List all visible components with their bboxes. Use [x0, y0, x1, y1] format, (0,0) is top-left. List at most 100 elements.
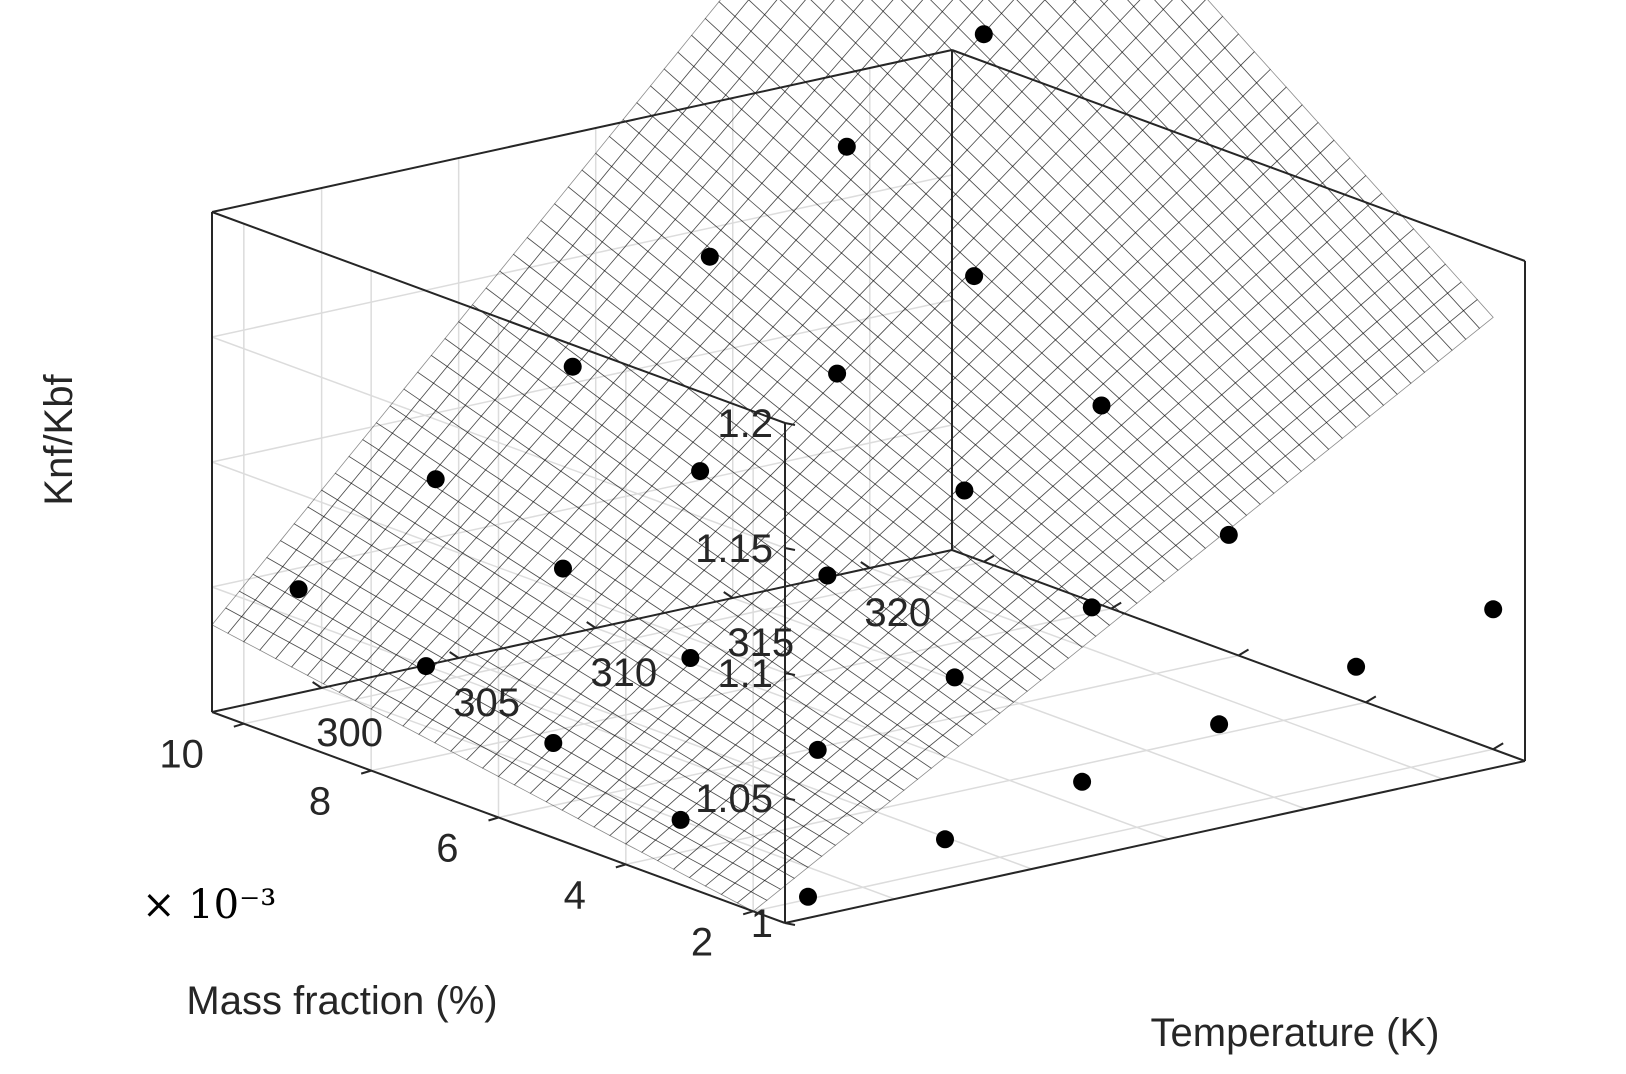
- surface-facet: [854, 404, 885, 433]
- surface-facet: [1233, 156, 1264, 188]
- surface-facet: [726, 477, 758, 505]
- surface-facet: [517, 294, 549, 325]
- surface-facet: [744, 673, 776, 698]
- surface-facet: [1102, 370, 1134, 399]
- surface-facet: [778, 717, 810, 741]
- surface-facet: [1284, 444, 1316, 472]
- surface-facet: [1207, 212, 1239, 243]
- surface-facet: [649, 444, 680, 472]
- surface-facet: [211, 607, 243, 634]
- surface-facet: [480, 399, 512, 428]
- surface-facet: [737, 436, 769, 465]
- surface-facet: [1419, 304, 1451, 334]
- surface-facet: [977, 280, 1009, 311]
- surface-facet: [674, 202, 706, 234]
- surface-facet: [856, 251, 888, 282]
- surface-facet: [546, 636, 577, 662]
- surface-facet: [555, 401, 587, 430]
- surface-facet: [971, 0, 1003, 30]
- surface-facet: [1269, 249, 1301, 280]
- surface-facet: [1251, 203, 1282, 234]
- surface-facet: [745, 341, 776, 370]
- surface-facet: [1009, 310, 1041, 340]
- surface-facet: [1253, 413, 1284, 442]
- surface-facet: [550, 522, 582, 550]
- surface-facet: [487, 479, 519, 508]
- surface-facet: [693, 49, 725, 82]
- surface-facet: [1089, 3, 1121, 36]
- surface-facet: [869, 583, 901, 610]
- surface-facet: [1257, 466, 1289, 494]
- surface-facet: [960, 607, 992, 633]
- data-point: [1347, 657, 1366, 676]
- surface-facet: [984, 180, 1016, 211]
- surface-facet: [650, 635, 682, 660]
- surface-facet: [717, 542, 749, 569]
- surface-facet: [1034, 433, 1066, 461]
- surface-facet: [840, 584, 871, 611]
- surface-facet: [775, 837, 807, 859]
- surface-facet: [1040, 511, 1072, 538]
- surface-facet: [485, 270, 517, 301]
- surface-facet: [779, 0, 806, 14]
- surface-facet: [881, 377, 913, 406]
- surface-facet: [677, 34, 709, 68]
- surface-facet: [994, 655, 1026, 680]
- surface-facet: [966, 134, 998, 166]
- surface-facet: [841, 42, 873, 75]
- surface-facet: [1351, 175, 1383, 207]
- surface-facet: [741, 92, 772, 125]
- surface-facet: [812, 760, 844, 783]
- surface-facet: [1175, 363, 1207, 393]
- surface-facet: [1155, 292, 1187, 322]
- y-tick: [233, 722, 245, 728]
- surface-facet: [952, 149, 984, 181]
- surface-facet: [1091, 229, 1123, 260]
- surface-facet: [664, 772, 696, 795]
- surface-facet: [1417, 275, 1449, 306]
- surface-facet: [1090, 576, 1122, 602]
- surface-facet: [455, 458, 487, 487]
- surface-facet: [432, 365, 464, 395]
- surface-facet: [758, 326, 790, 356]
- surface-facet: [874, 470, 906, 498]
- surface-facet: [648, 610, 680, 637]
- surface-facet: [728, 663, 760, 688]
- surface-facet: [900, 42, 932, 75]
- surface-facet: [1023, 296, 1054, 326]
- surface-facet: [496, 582, 527, 609]
- surface-facet: [1057, 354, 1088, 383]
- surface-facet: [603, 604, 634, 630]
- surface-facet: [595, 689, 627, 714]
- surface-facet: [1023, 107, 1055, 139]
- surface-facet: [795, 224, 827, 255]
- surface-facet: [916, 251, 947, 282]
- surface-facet: [904, 294, 936, 324]
- surface-facet: [799, 281, 831, 312]
- surface-facet: [943, 27, 975, 60]
- surface-facet: [753, 449, 785, 477]
- surface-facet: [969, 701, 1001, 725]
- surface-facet: [912, 723, 944, 747]
- surface-facet: [845, 103, 877, 136]
- surface-facet: [748, 564, 780, 591]
- surface-facet: [671, 533, 703, 560]
- surface-facet: [837, 560, 869, 586]
- surface-facet: [1039, 311, 1070, 341]
- surface-facet: [720, 15, 752, 49]
- surface-facet: [560, 455, 592, 483]
- surface-facet: [777, 181, 809, 212]
- surface-facet: [1201, 122, 1232, 154]
- surface-facet: [943, 404, 974, 432]
- surface-facet: [1390, 298, 1421, 328]
- surface-facet: [924, 689, 955, 714]
- surface-facet: [598, 712, 630, 737]
- surface-facet: [830, 791, 862, 814]
- surface-facet: [497, 762, 529, 786]
- surface-facet: [947, 457, 979, 485]
- surface-facet: [484, 453, 516, 482]
- surface-facet: [1073, 184, 1105, 216]
- surface-facet: [714, 821, 745, 843]
- surface-facet: [527, 757, 559, 781]
- surface-facet: [1383, 210, 1415, 242]
